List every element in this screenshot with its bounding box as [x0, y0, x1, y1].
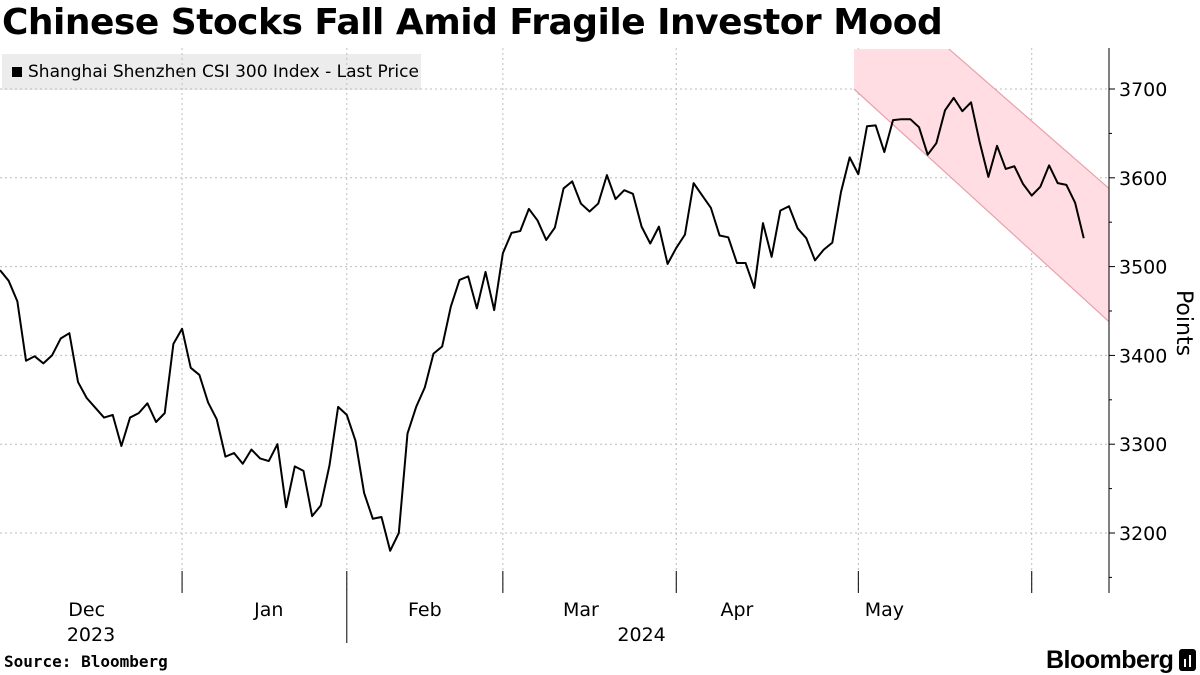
chart-title: Chinese Stocks Fall Amid Fragile Investo…: [2, 2, 943, 43]
x-tick-label: May: [865, 599, 904, 621]
trend-channel: [853, 49, 1109, 322]
y-tick-label: 3200: [1119, 523, 1167, 545]
x-tick-label: Apr: [721, 599, 754, 621]
y-tick-label: 3500: [1119, 257, 1167, 279]
legend: Shanghai Shenzhen CSI 300 Index - Last P…: [2, 54, 421, 90]
legend-swatch: [12, 67, 22, 77]
legend-label: Shanghai Shenzhen CSI 300 Index - Last P…: [28, 62, 419, 82]
year-label: 2023: [67, 624, 115, 646]
y-tick-label: 3300: [1119, 434, 1167, 456]
trend-channel-lower-edge: [853, 88, 1110, 323]
x-tick-label: Jan: [253, 599, 283, 621]
x-tick-label: Dec: [68, 599, 105, 621]
y-tick-label: 3400: [1119, 345, 1167, 367]
brand-wordmark: Bloomberg: [1046, 646, 1174, 674]
price-line: [0, 96, 1085, 552]
year-label: 2024: [617, 624, 665, 646]
trend-channel-upper-edge: [948, 48, 1110, 189]
source-note: Source: Bloomberg: [4, 652, 168, 671]
y-axis-title: Points: [1171, 290, 1196, 356]
x-tick-label: Feb: [408, 599, 442, 621]
y-tick-label: 3700: [1119, 79, 1167, 101]
bloomberg-terminal-icon: [1179, 649, 1196, 671]
y-tick-label: 3600: [1119, 168, 1167, 190]
x-tick-label: Mar: [563, 599, 599, 621]
